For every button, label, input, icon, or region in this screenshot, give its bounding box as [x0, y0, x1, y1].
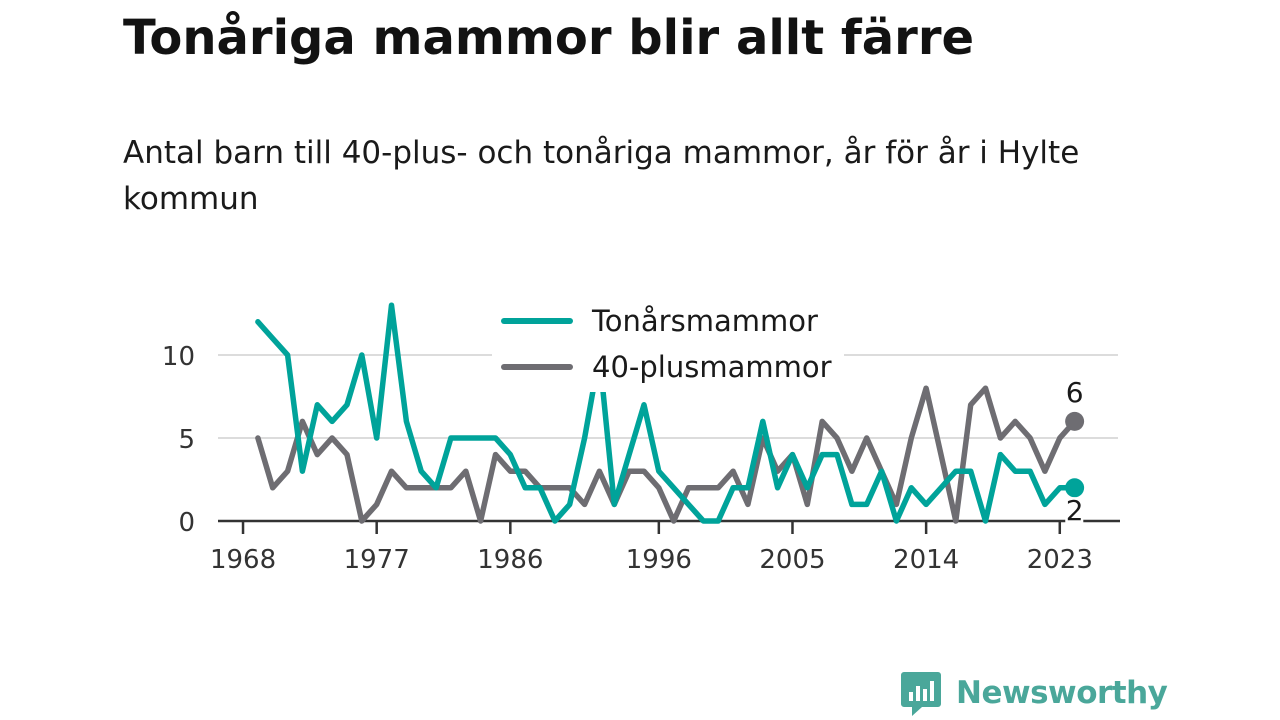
y-tick-label: 5 [178, 425, 195, 455]
x-tick-label: 2023 [1027, 545, 1093, 575]
series-end-point [1065, 411, 1085, 431]
x-tick-label: 1977 [344, 545, 410, 575]
x-tick-label: 1986 [477, 545, 543, 575]
y-tick-label: 0 [178, 508, 195, 538]
end-label-40-plusmammor: 6 [1066, 376, 1084, 409]
series-line-40-plusmammor [255, 385, 1078, 524]
legend-label: 40-plusmammor [592, 350, 832, 384]
series-end-point [1065, 478, 1085, 498]
line-chart: 0 5 10 1968 1977 1986 1996 2005 2014 2023 Tonårs… [161, 296, 1120, 575]
legend: Tonårsmammor 40-plusmammor [492, 296, 844, 392]
x-axis: 1968 1977 1986 1996 2005 2014 2023 [210, 519, 1120, 575]
series-line-tonarsmammor [255, 302, 1078, 524]
end-label-tonarsmammor: 2 [1066, 494, 1084, 527]
x-tick-label: 1996 [626, 545, 692, 575]
legend-label: Tonårsmammor [591, 304, 818, 338]
newsworthy-logo: Newsworthy [900, 668, 1168, 718]
newsworthy-logo-icon [901, 672, 941, 716]
end-labels: 62 [1063, 376, 1086, 530]
legend-background [492, 296, 844, 392]
x-tick-label: 2014 [893, 545, 959, 575]
chart-subtitle: Antal barn till 40-plus- och tonåriga ma… [123, 135, 1080, 217]
chart-title: Tonåriga mammor blir allt färre [123, 10, 975, 66]
x-tick-label: 1968 [210, 545, 276, 575]
x-tick-label: 2005 [759, 545, 825, 575]
series-lines [255, 302, 1085, 524]
y-tick-label: 10 [162, 342, 195, 372]
newsworthy-logo-text: Newsworthy [956, 675, 1168, 711]
